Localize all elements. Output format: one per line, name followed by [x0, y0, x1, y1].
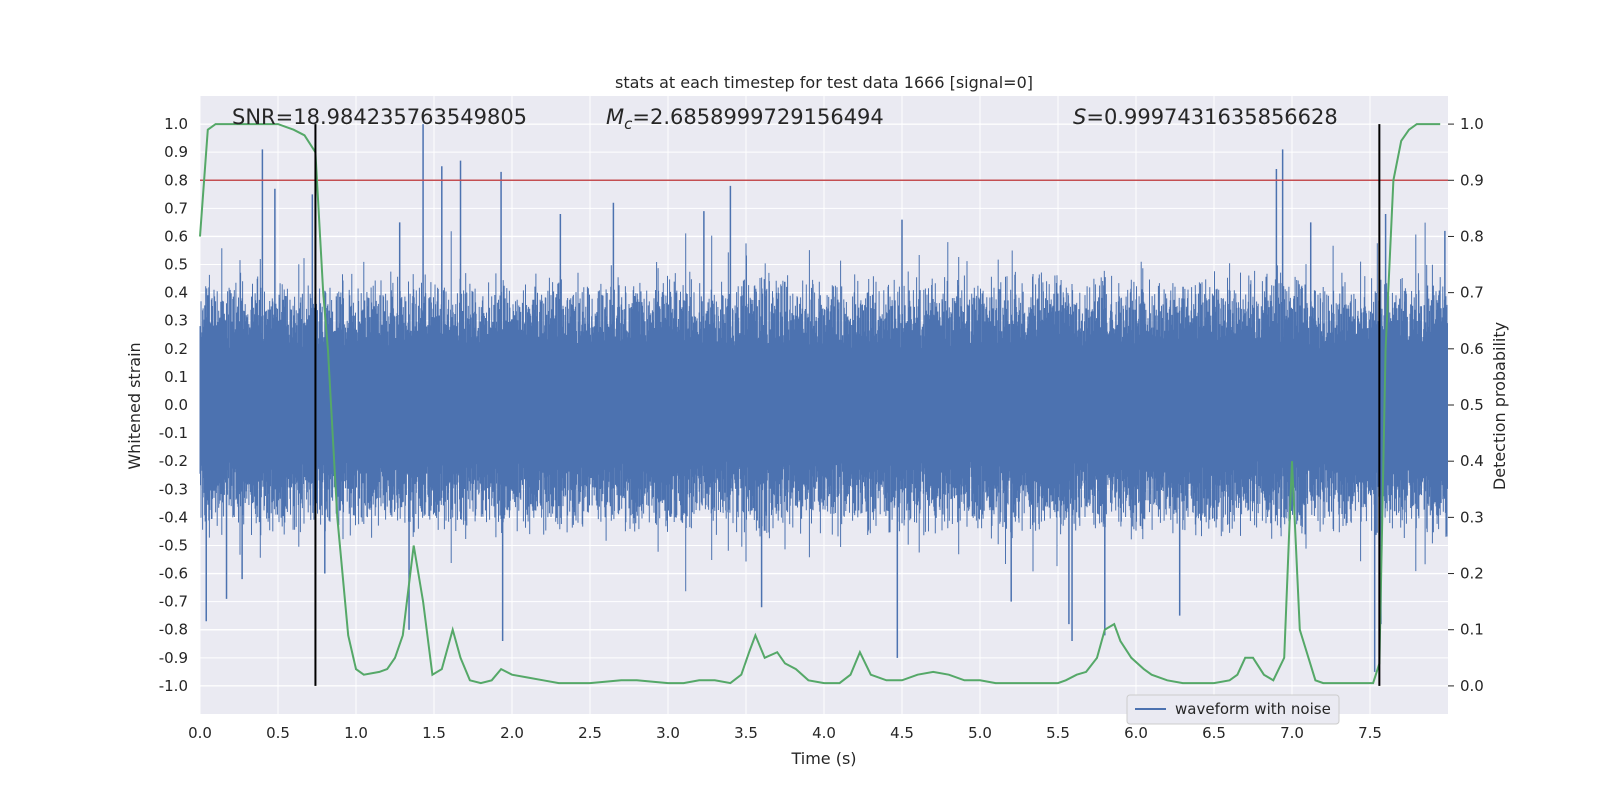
- detection-probability-line: [199, 123, 1441, 685]
- waveform-series: [199, 124, 1448, 672]
- x-tick-label: 7.5: [1358, 724, 1382, 742]
- chirp-mass-subscript: c: [624, 115, 633, 133]
- plot-title: stats at each timestep for test data 166…: [615, 73, 1033, 92]
- y-tick-label: -0.4: [159, 508, 188, 526]
- y-tick-label: -0.1: [159, 424, 188, 442]
- y-tick-label: 0.3: [164, 312, 188, 330]
- y2-tick-label: 0.0: [1460, 677, 1484, 695]
- x-tick-label: 6.5: [1202, 724, 1226, 742]
- y2-tick-label: 1.0: [1460, 115, 1484, 133]
- y2-tick-label: 0.2: [1460, 565, 1484, 583]
- y-tick-label: 0.9: [164, 143, 188, 161]
- snr-annotation: SNR=18.984235763549805: [232, 105, 527, 129]
- y-tick-label: -0.8: [159, 621, 188, 639]
- x-tick-label: 2.0: [500, 724, 524, 742]
- y-tick-label: 0.7: [164, 199, 188, 217]
- chirp-mass-symbol: M: [606, 105, 624, 129]
- y-axis-label: Whitened strain: [125, 342, 144, 469]
- x-tick-label: 2.5: [578, 724, 602, 742]
- y-tick-label: -0.5: [159, 536, 188, 554]
- y-tick-label: 0.6: [164, 227, 188, 245]
- x-tick-label: 5.0: [968, 724, 992, 742]
- y-tick-label: -0.7: [159, 593, 188, 611]
- x-tick-label: 1.5: [422, 724, 446, 742]
- y-tick-label: -0.6: [159, 565, 188, 583]
- legend-label: waveform with noise: [1175, 700, 1331, 718]
- y-tick-label: -0.9: [159, 649, 188, 667]
- y-tick-label: 0.1: [164, 368, 188, 386]
- y-tick-label: 0.8: [164, 171, 188, 189]
- y2-tick-label: 0.3: [1460, 508, 1484, 526]
- waveform-noise-band: [199, 222, 1448, 592]
- y-tick-label: 1.0: [164, 115, 188, 133]
- y-tick-label: 0.5: [164, 256, 188, 274]
- x-tick-label: 5.5: [1046, 724, 1070, 742]
- y2-tick-label: 0.7: [1460, 284, 1484, 302]
- x-tick-label: 4.0: [812, 724, 836, 742]
- chirp-mass-value: =2.6858999729156494: [632, 105, 883, 129]
- y2-tick-label: 0.6: [1460, 340, 1484, 358]
- y2-tick-label: 0.1: [1460, 621, 1484, 639]
- y2-tick-label: 0.5: [1460, 396, 1484, 414]
- x-tick-label: 3.5: [734, 724, 758, 742]
- x-axis-label: Time (s): [790, 749, 856, 768]
- x-tick-label: 7.0: [1280, 724, 1304, 742]
- x-tick-label: 0.0: [188, 724, 212, 742]
- x-tick-label: 4.5: [890, 724, 914, 742]
- y-tick-label: 0.4: [164, 284, 188, 302]
- legend-box: [1126, 694, 1340, 725]
- overlay-layer: [199, 123, 1448, 686]
- x-tick-label: 1.0: [344, 724, 368, 742]
- x-tick-label: 6.0: [1124, 724, 1148, 742]
- y-tick-label: -0.2: [159, 452, 188, 470]
- y2-tick-label: 0.4: [1460, 452, 1484, 470]
- y-tick-label: -0.3: [159, 480, 188, 498]
- legend: waveform with noise: [1126, 694, 1340, 725]
- y-tick-label: -1.0: [159, 677, 188, 695]
- y2-tick-label: 0.8: [1460, 227, 1484, 245]
- chirp-mass-annotation: Mc=2.6858999729156494: [606, 105, 884, 133]
- significance-annotation: S=0.9997431635856628: [1073, 105, 1338, 129]
- significance-symbol: S: [1073, 105, 1086, 129]
- y-tick-label: 0.0: [164, 396, 188, 414]
- x-tick-label: 0.5: [266, 724, 290, 742]
- x-tick-label: 3.0: [656, 724, 680, 742]
- y2-tick-label: 0.9: [1460, 171, 1484, 189]
- y-tick-label: 0.2: [164, 340, 188, 358]
- significance-value: =0.9997431635856628: [1086, 105, 1337, 129]
- y2-axis-label: Detection probability: [1490, 322, 1509, 490]
- tick-label-layer: 0.0 0.5 1.0 1.5 2.0 2.5 3.0 3.5 4.0 4.5 5.0 5.5 6.0 6…: [159, 115, 1484, 742]
